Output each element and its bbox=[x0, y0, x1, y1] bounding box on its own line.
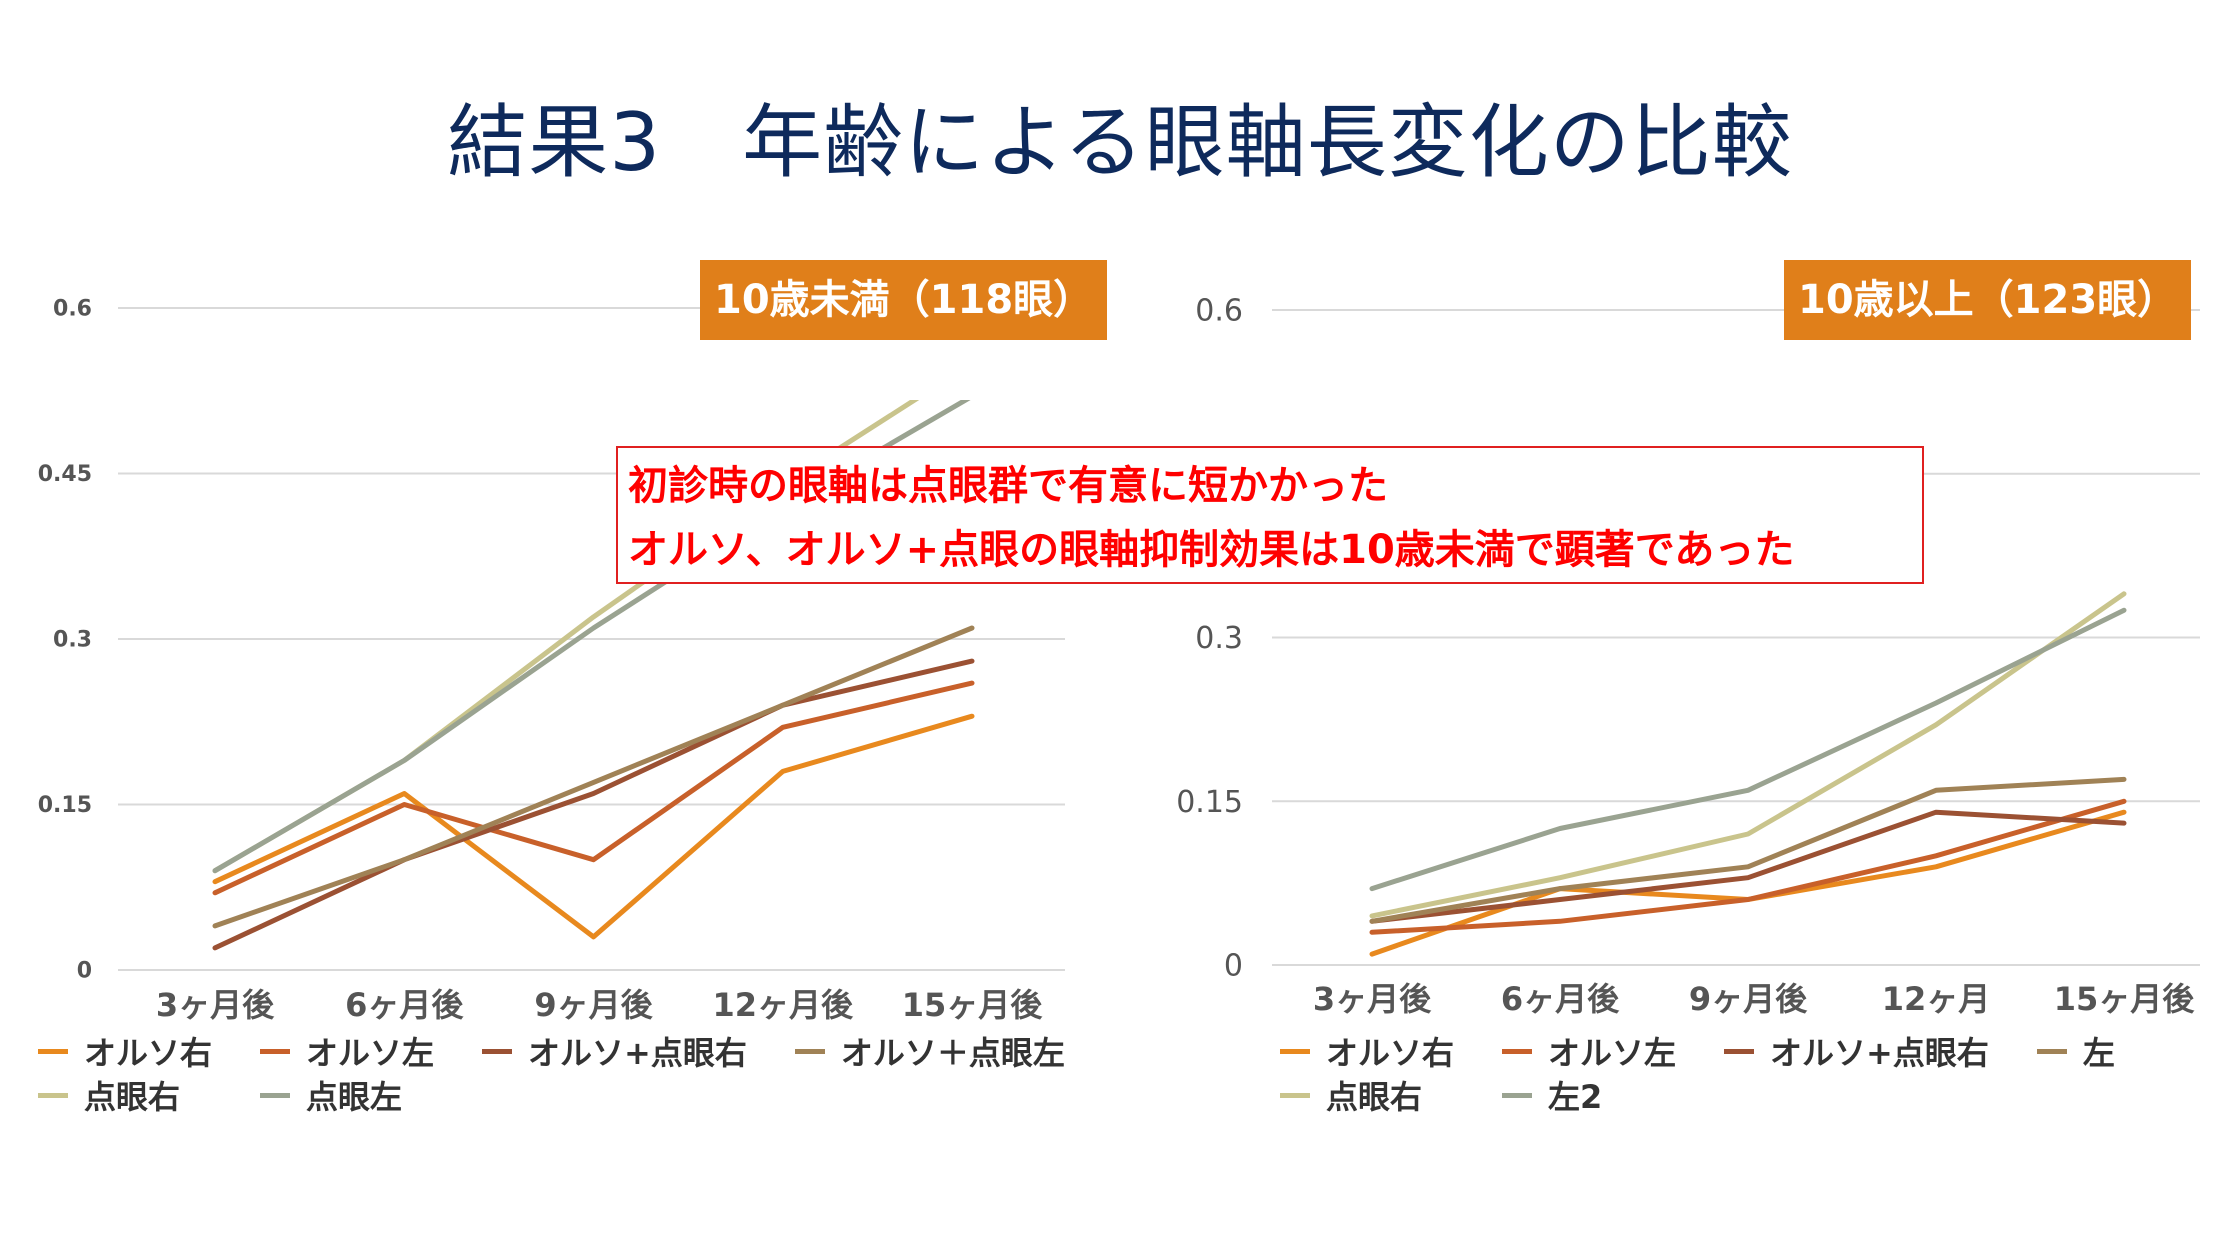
legend-label: オルソ左 bbox=[306, 1034, 435, 1072]
series-line-点眼右 bbox=[1369, 591, 2127, 919]
series-line-オルソ右 bbox=[212, 713, 975, 940]
legend-swatch bbox=[38, 1048, 68, 1054]
x-tick-label: 15ヶ月後 bbox=[902, 986, 1044, 1024]
legend-item: オルソ+点眼右 bbox=[1724, 1032, 1989, 1072]
annotation-box: 初診時の眼軸は点眼群で有意に短かかった オルソ、オルソ+点眼の眼軸抑制効果は10… bbox=[616, 446, 1924, 584]
series-line-オルソ+点眼右 bbox=[212, 658, 975, 951]
series-line-オルソ左 bbox=[1369, 798, 2127, 935]
y-tick-label: 0.6 bbox=[53, 297, 92, 322]
legend-swatch bbox=[1280, 1048, 1310, 1054]
chart-2-badge: 10歳以上（123眼） bbox=[1784, 260, 2192, 340]
x-tick-label: 12ヶ月 bbox=[1882, 980, 1991, 1018]
x-tick-label: 9ヶ月後 bbox=[534, 986, 653, 1024]
legend-swatch bbox=[2036, 1048, 2067, 1054]
legend-label: 左 bbox=[2082, 1034, 2115, 1072]
legend-label: オルソ+点眼右 bbox=[528, 1034, 747, 1072]
legend-item: 点眼左 bbox=[260, 1076, 434, 1116]
legend-label: 左2 bbox=[1548, 1078, 1603, 1116]
series-line-オルソ+点眼右 bbox=[1369, 809, 2127, 924]
legend-item: 左 bbox=[2036, 1032, 2115, 1072]
x-tick-label: 3ヶ月後 bbox=[1313, 980, 1432, 1018]
legend-item: オルソ＋点眼左 bbox=[794, 1032, 1065, 1072]
legend-swatch bbox=[260, 1092, 291, 1098]
y-tick-label: 0.45 bbox=[38, 462, 92, 487]
x-tick-label: 15ヶ月後 bbox=[2054, 980, 2196, 1018]
x-tick-label: 12ヶ月後 bbox=[712, 986, 854, 1024]
legend-swatch bbox=[260, 1048, 291, 1054]
legend-item: オルソ右 bbox=[38, 1032, 212, 1072]
page-title: 結果3 年齢による眼軸長変化の比較 bbox=[447, 96, 1793, 189]
legend-label: オルソ＋点眼左 bbox=[840, 1034, 1065, 1072]
y-tick-label: 0.6 bbox=[1195, 294, 1243, 329]
legend-item: オルソ+点眼右 bbox=[482, 1032, 747, 1072]
y-tick-label: 0 bbox=[1224, 949, 1243, 984]
chart-2-legend: オルソ右 オルソ左 オルソ+点眼右 左点眼右 左2 bbox=[1280, 1032, 2115, 1116]
legend-label: オルソ右 bbox=[1326, 1034, 1455, 1072]
series-line-左 bbox=[1369, 776, 2127, 924]
legend-label: 点眼右 bbox=[84, 1078, 181, 1116]
legend-label: 点眼右 bbox=[1326, 1078, 1423, 1116]
legend-item: オルソ右 bbox=[1280, 1032, 1454, 1072]
chart-1: 0 0.15 0.3 0.45 0.6 3ヶ月後 6ヶ月後 9ヶ月後 12ヶ月後 15ヶ月後 bbox=[38, 297, 1065, 1024]
y-tick-label: 0 bbox=[77, 959, 92, 984]
y-tick-label: 0.3 bbox=[53, 628, 92, 653]
legend-swatch bbox=[1724, 1048, 1755, 1054]
x-tick-label: 9ヶ月後 bbox=[1689, 980, 1808, 1018]
y-tick-label: 0.15 bbox=[1176, 785, 1243, 820]
chart-1-badge: 10歳未満（118眼） bbox=[700, 260, 1108, 340]
x-tick-label: 6ヶ月後 bbox=[1501, 980, 1620, 1018]
legend-item: 左2 bbox=[1502, 1076, 1676, 1116]
legend-label: オルソ+点眼右 bbox=[1770, 1034, 1989, 1072]
annotation-line-2: オルソ、オルソ+点眼の眼軸抑制効果は10歳未満で顕著であった bbox=[628, 527, 1795, 573]
legend-item: 点眼右 bbox=[1280, 1076, 1454, 1116]
legend-swatch bbox=[38, 1092, 68, 1098]
x-tick-label: 3ヶ月後 bbox=[156, 986, 275, 1024]
legend-item: オルソ左 bbox=[260, 1032, 434, 1072]
legend-swatch bbox=[1280, 1092, 1310, 1098]
chart-1-legend: オルソ右 オルソ左 オルソ+点眼右 オルソ＋点眼左点眼右 点眼左 bbox=[38, 1032, 1065, 1116]
y-tick-label: 0.15 bbox=[38, 793, 92, 818]
y-tick-label: 0.3 bbox=[1195, 621, 1243, 656]
legend-swatch bbox=[1502, 1048, 1533, 1054]
legend-item: オルソ左 bbox=[1502, 1032, 1676, 1072]
series-line-オルソ＋点眼左 bbox=[212, 625, 975, 929]
legend-label: オルソ左 bbox=[1548, 1034, 1677, 1072]
legend-label: オルソ右 bbox=[84, 1034, 213, 1072]
legend-swatch bbox=[482, 1048, 513, 1054]
legend-label: 点眼左 bbox=[306, 1078, 403, 1116]
annotation-line-1: 初診時の眼軸は点眼群で有意に短かかった bbox=[628, 463, 1388, 509]
legend-swatch bbox=[794, 1048, 825, 1054]
x-tick-label: 6ヶ月後 bbox=[345, 986, 464, 1024]
series-line-左2 bbox=[1369, 607, 2127, 892]
legend-item: 点眼右 bbox=[38, 1076, 212, 1116]
series-line-オルソ左 bbox=[212, 680, 975, 896]
chart-2: 0 0.15 0.3 0.6 3ヶ月後 6ヶ月後 9ヶ月後 12ヶ月 15ヶ月後 bbox=[1176, 294, 2200, 1018]
legend-swatch bbox=[1502, 1092, 1533, 1098]
